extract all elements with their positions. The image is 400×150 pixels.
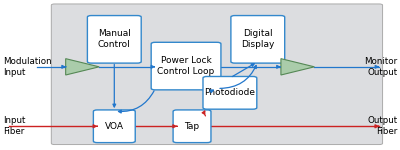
- Text: VOA: VOA: [105, 122, 124, 131]
- FancyBboxPatch shape: [173, 110, 211, 143]
- FancyBboxPatch shape: [93, 110, 135, 143]
- FancyBboxPatch shape: [203, 76, 257, 109]
- Text: Power Lock
Control Loop: Power Lock Control Loop: [158, 56, 215, 76]
- FancyBboxPatch shape: [151, 42, 221, 90]
- Text: Output
Fiber: Output Fiber: [367, 116, 397, 136]
- Text: Input
Fiber: Input Fiber: [3, 116, 25, 136]
- Polygon shape: [281, 59, 314, 75]
- Text: Manual
Control: Manual Control: [98, 29, 131, 49]
- Text: Modulation
Input: Modulation Input: [3, 57, 51, 77]
- Text: Tap: Tap: [184, 122, 200, 131]
- Text: Photodiode: Photodiode: [204, 88, 255, 97]
- FancyBboxPatch shape: [231, 16, 285, 63]
- Text: Monitor
Output: Monitor Output: [364, 57, 397, 77]
- FancyBboxPatch shape: [51, 4, 382, 145]
- Text: Digital
Display: Digital Display: [241, 29, 274, 49]
- Polygon shape: [66, 59, 99, 75]
- FancyBboxPatch shape: [87, 16, 141, 63]
